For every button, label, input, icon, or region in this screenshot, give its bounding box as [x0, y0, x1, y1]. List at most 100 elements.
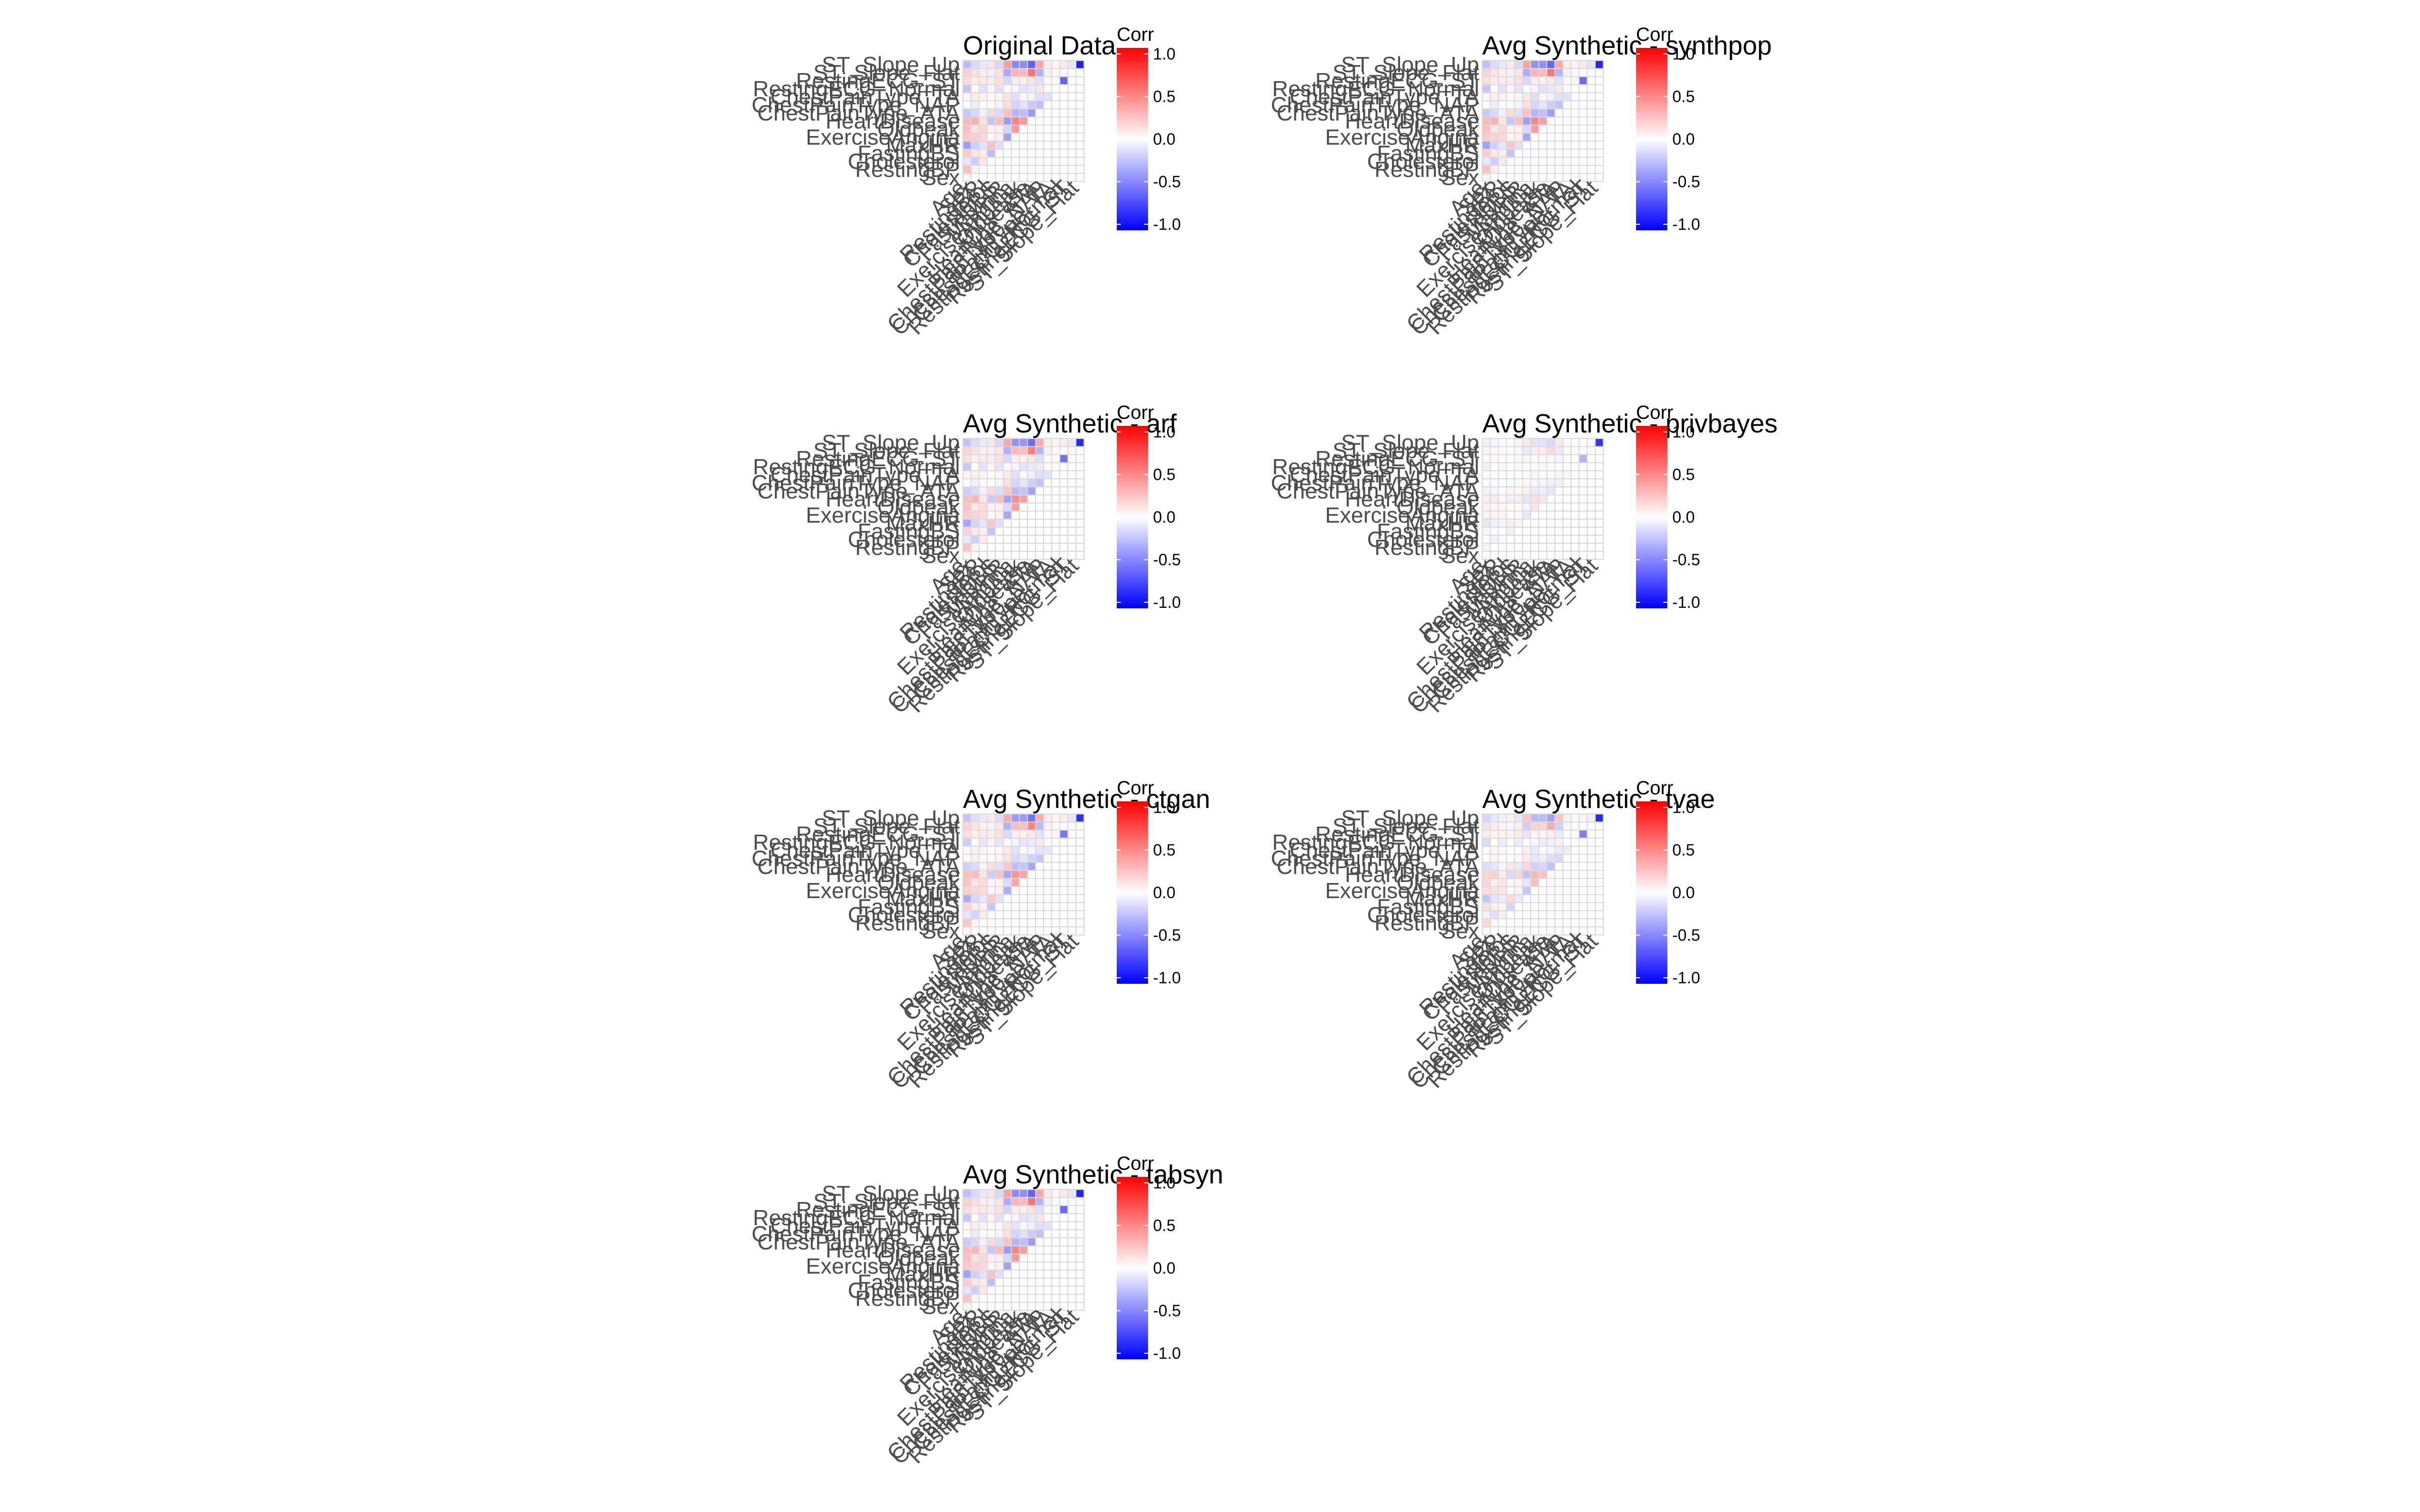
heatmap-cell [1595, 902, 1604, 911]
legend-tick-label: -0.5 [1153, 926, 1181, 944]
heatmap-cell [1075, 1253, 1084, 1263]
heatmap-cell [1067, 1286, 1076, 1295]
heatmap-cell [1498, 438, 1507, 447]
heatmap-cell [1546, 76, 1555, 85]
heatmap-cell [1587, 157, 1596, 166]
y-tick-label: ChestPainType_ATA [1277, 101, 1480, 125]
heatmap-cell [1059, 1278, 1068, 1287]
heatmap-cell [1043, 543, 1052, 552]
heatmap-cell [1522, 527, 1531, 536]
heatmap-cell [987, 894, 996, 903]
heatmap-cell [1075, 84, 1084, 93]
heatmap-cell [995, 1245, 1004, 1254]
heatmap-cell [1003, 878, 1012, 887]
heatmap-cell [1538, 68, 1547, 77]
heatmap-cell [987, 133, 996, 142]
heatmap-cell [1059, 502, 1068, 512]
heatmap-cell [979, 454, 988, 463]
heatmap-cell [1546, 511, 1555, 520]
heatmap-cell [1562, 535, 1571, 544]
heatmap-cell [1562, 870, 1571, 879]
heatmap-cell [1538, 830, 1547, 839]
heatmap-cell [1011, 502, 1020, 512]
heatmap-cell [1595, 511, 1604, 520]
heatmap-cell [1587, 918, 1596, 927]
heatmap-cell [962, 822, 972, 831]
heatmap-cell [1019, 438, 1028, 447]
heatmap-cell [1498, 494, 1507, 503]
heatmap-cell [1490, 902, 1499, 911]
heatmap-cell [1522, 470, 1531, 479]
heatmap-cell [971, 165, 980, 174]
heatmap-cell [1506, 838, 1515, 847]
heatmap-cell [1506, 902, 1515, 911]
heatmap-cell [971, 918, 980, 927]
heatmap-cell [1595, 116, 1604, 125]
heatmap-cell [971, 846, 980, 855]
heatmap-cell [1514, 84, 1523, 93]
heatmap-cell [1027, 830, 1036, 839]
heatmap-cell [1035, 1286, 1044, 1295]
heatmap-cell [1506, 60, 1515, 69]
heatmap-cell [1051, 1221, 1060, 1230]
heatmap-cell [1579, 446, 1588, 455]
heatmap-cell [1522, 886, 1531, 895]
heatmap-cell [1075, 108, 1084, 117]
heatmap-cell [971, 124, 980, 134]
heatmap-cell [1027, 100, 1036, 109]
heatmap-cell [1011, 519, 1020, 528]
heatmap-cell [987, 76, 996, 85]
heatmap-cell [1067, 502, 1076, 512]
heatmap-cell [995, 486, 1004, 495]
heatmap-cell [979, 478, 988, 487]
heatmap-cell [995, 478, 1004, 487]
heatmap-cell [1554, 68, 1563, 77]
heatmap-cell [1019, 854, 1028, 863]
heatmap-cell [1522, 838, 1531, 847]
heatmap-cell [1554, 543, 1563, 552]
legend-title: Corr [1636, 24, 1673, 45]
heatmap-cell [971, 838, 980, 847]
heatmap-cell [1035, 1229, 1044, 1238]
heatmap-cell [1530, 862, 1539, 871]
legend-tick-label: -1.0 [1153, 215, 1181, 233]
heatmap-cell [1579, 543, 1588, 552]
heatmap-cell [1538, 124, 1547, 134]
heatmap-cell [1538, 165, 1547, 174]
heatmap-cell [1019, 1221, 1028, 1230]
heatmap-cell [1482, 830, 1491, 839]
heatmap-cell [1514, 157, 1523, 166]
heatmap-cell [1051, 519, 1060, 528]
heatmap-cell [1554, 486, 1563, 495]
heatmap-cell [962, 68, 972, 77]
heatmap-cell [1051, 124, 1060, 134]
heatmap-cell [1003, 838, 1012, 847]
heatmap-cell [1570, 76, 1580, 85]
heatmap-cell [1595, 84, 1604, 93]
heatmap-cell [1506, 822, 1515, 831]
heatmap-cell [1482, 519, 1491, 528]
heatmap-cell [1538, 462, 1547, 471]
heatmap-cell [1530, 68, 1539, 77]
heatmap-cell [995, 76, 1004, 85]
heatmap-cell [1043, 1270, 1052, 1279]
heatmap-cell [1546, 124, 1555, 134]
heatmap-cell [1562, 822, 1571, 831]
heatmap-cell [1027, 878, 1036, 887]
y-tick-label: FastingBS [1377, 141, 1479, 166]
heatmap-cell [979, 438, 988, 447]
heatmap-cell [1522, 157, 1531, 166]
heatmap-cell [1482, 462, 1491, 471]
heatmap-cell [1059, 918, 1068, 927]
heatmap-cell [1019, 1245, 1028, 1254]
heatmap-cell [971, 519, 980, 528]
y-tick-label: ChestPainType_ATA [1277, 479, 1480, 503]
heatmap-cell [1482, 76, 1491, 85]
heatmap-cell [1490, 470, 1499, 479]
heatmap-cell [1554, 878, 1563, 887]
heatmap-cell [1019, 846, 1028, 855]
y-tick-label: ChestPainType_ATA [757, 854, 960, 879]
heatmap-cell [1067, 68, 1076, 77]
heatmap-cell [1579, 910, 1588, 919]
heatmap-panels: Original DataST_Slope_UpST_Slope_FlatRes… [752, 24, 1778, 1469]
